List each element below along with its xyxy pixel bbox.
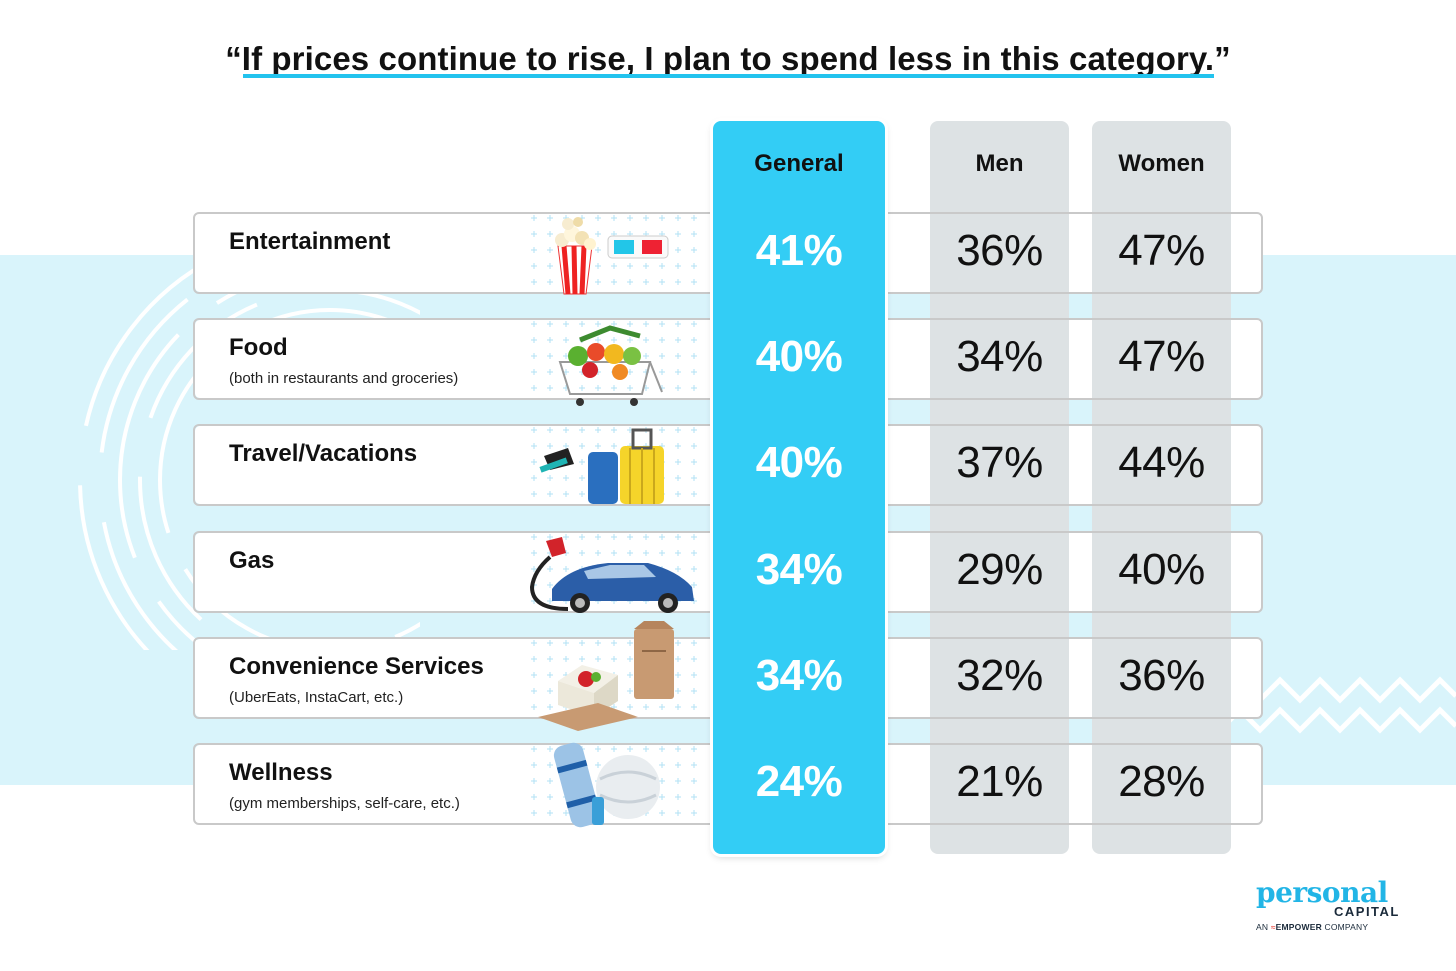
category-note: (both in restaurants and groceries)	[229, 370, 459, 387]
category-note: (gym memberships, self-care, etc.)	[229, 795, 460, 812]
category-label: Wellness	[229, 759, 333, 786]
value-men: 32%	[956, 651, 1043, 700]
row-background	[195, 639, 713, 717]
column-men	[930, 121, 1069, 854]
value-men: 34%	[956, 332, 1043, 381]
value-general: 34%	[755, 651, 843, 700]
chart-title: “If prices continue to rise, I plan to s…	[225, 40, 1231, 77]
popcorn-3d-glasses-icon	[528, 212, 697, 295]
value-women: 47%	[1118, 226, 1205, 275]
category-label: Gas	[229, 547, 275, 574]
luggage-sunglasses-icon	[528, 424, 697, 506]
category-label: Food	[229, 334, 288, 361]
grocery-cart-icon	[528, 318, 697, 406]
category-label: Convenience Services	[229, 653, 484, 680]
personal-capital-logo: personal CAPITAL AN ≈EMPOWER COMPANY	[1256, 876, 1398, 936]
value-women: 44%	[1118, 438, 1205, 487]
column-header-general: General	[754, 150, 844, 177]
yoga-mat-ball-icon	[528, 742, 697, 828]
value-men: 37%	[956, 438, 1043, 487]
value-general: 41%	[755, 226, 843, 275]
car-fuel-nozzle-icon	[528, 531, 697, 613]
value-general: 24%	[755, 757, 843, 806]
category-label: Travel/Vacations	[229, 440, 418, 467]
value-men: 21%	[956, 757, 1043, 806]
value-general: 40%	[755, 438, 843, 487]
column-women	[1092, 121, 1231, 854]
column-header-men: Men	[975, 150, 1024, 177]
value-men: 36%	[956, 226, 1043, 275]
logo-tagline: AN ≈EMPOWER COMPANY	[1256, 922, 1369, 932]
title-underline	[243, 74, 1214, 78]
value-women: 36%	[1118, 651, 1205, 700]
value-men: 29%	[956, 545, 1043, 594]
column-general	[713, 121, 885, 854]
value-women: 40%	[1118, 545, 1205, 594]
column-header-women: Women	[1118, 150, 1205, 177]
value-women: 28%	[1118, 757, 1205, 806]
value-women: 47%	[1118, 332, 1205, 381]
category-note: (UberEats, InstaCart, etc.)	[229, 689, 404, 706]
logo-wordmark: personal	[1256, 876, 1388, 909]
logo-capital: CAPITAL	[1334, 904, 1400, 919]
takeout-bag-icon	[528, 621, 697, 731]
value-general: 40%	[755, 332, 843, 381]
value-general: 34%	[755, 545, 843, 594]
category-label: Entertainment	[229, 228, 391, 255]
